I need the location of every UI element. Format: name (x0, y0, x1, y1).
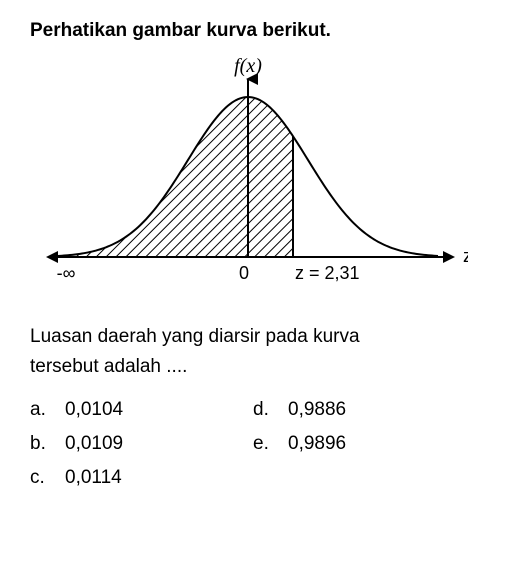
option-d: d. 0,9886 (253, 393, 476, 427)
option-value: 0,0109 (65, 427, 123, 461)
option-value: 0,9886 (288, 393, 346, 427)
option-value: 0,0114 (65, 461, 122, 495)
option-letter: d. (253, 393, 288, 427)
desc-line1: Luasan daerah yang diarsir pada kurva (30, 326, 360, 347)
option-a: a. 0,0104 (30, 393, 253, 427)
svg-text:z = 2,31: z = 2,31 (295, 263, 360, 283)
option-value: 0,0104 (65, 393, 123, 427)
option-value: 0,9896 (288, 427, 346, 461)
svg-text:0: 0 (239, 263, 249, 283)
svg-text:z: z (463, 246, 468, 266)
option-e: e. 0,9896 (253, 427, 476, 461)
question-description: Luasan daerah yang diarsir pada kurva te… (30, 322, 476, 383)
option-c: c. 0,0114 (30, 461, 253, 495)
svg-text:f(x): f(x) (234, 57, 262, 77)
option-letter: e. (253, 427, 288, 461)
option-letter: a. (30, 393, 65, 427)
desc-line2: tersebut adalah .... (30, 356, 187, 377)
option-b: b. 0,0109 (30, 427, 253, 461)
option-letter: b. (30, 427, 65, 461)
normal-curve-chart: f(x) z -∞ 0 z = 2,31 (38, 57, 468, 307)
question-title: Perhatikan gambar kurva berikut. (30, 20, 476, 42)
answer-options: a. 0,0104 b. 0,0109 c. 0,0114 d. 0,9886 … (30, 393, 476, 496)
svg-text:-∞: -∞ (57, 263, 76, 283)
option-letter: c. (30, 461, 65, 495)
